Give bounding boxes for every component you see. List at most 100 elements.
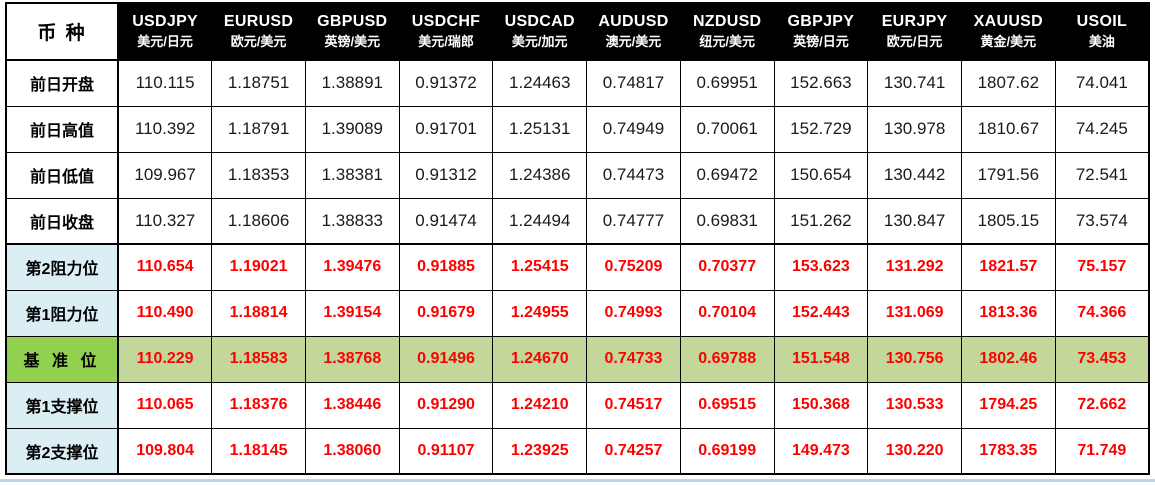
value-cell: 131.069 [867, 289, 962, 337]
value-cell: 152.729 [773, 105, 869, 153]
forex-pivot-table: 币 种 USDJPY 美元/日元 EURUSD 欧元/美元 GBPUSD 英镑/美元 USD… [5, 2, 1150, 475]
value-cell: 1.19021 [211, 243, 306, 291]
value-cell: 1807.62 [960, 59, 1056, 107]
value-cell: 72.541 [1054, 151, 1150, 199]
pair-code: EURUSD [223, 13, 294, 31]
table-row-pivot-6: 基 准 位 110.229 1.18583 1.38768 0.91496 1.24670… [5, 335, 1150, 383]
value-cell: 0.69472 [679, 151, 775, 199]
row-label: 前日高值 [5, 105, 119, 153]
column-header-gbpusd: GBPUSD 英镑/美元 [304, 2, 400, 61]
value-cell: 130.741 [867, 59, 962, 107]
value-cell: 1791.56 [960, 151, 1056, 199]
value-cell: 0.69788 [679, 335, 775, 383]
value-cell: 1.24386 [492, 151, 588, 199]
value-cell: 0.70104 [679, 289, 775, 337]
value-cell: 110.392 [117, 105, 213, 153]
window-bottom-edge [0, 479, 1155, 482]
table-row-normal-2: 前日低值 109.967 1.18353 1.38381 0.91312 1.24386 0… [5, 151, 1150, 199]
value-cell: 1.23925 [492, 427, 588, 475]
value-cell: 74.366 [1054, 289, 1150, 337]
value-cell: 0.74777 [586, 197, 681, 245]
value-cell: 110.065 [117, 381, 213, 429]
value-cell: 1.18791 [211, 105, 306, 153]
value-cell: 0.91312 [398, 151, 494, 199]
value-cell: 0.74257 [586, 427, 681, 475]
value-cell: 1.24670 [492, 335, 588, 383]
column-header-xauusd: XAUUSD 黄金/美元 [960, 2, 1056, 61]
pair-code: EURJPY [881, 13, 948, 31]
value-cell: 0.74817 [586, 59, 681, 107]
value-cell: 130.533 [867, 381, 962, 429]
value-cell: 1.18353 [211, 151, 306, 199]
value-cell: 1.24955 [492, 289, 588, 337]
column-header-audusd: AUDUSD 澳元/美元 [586, 2, 681, 61]
table-row-support-8: 第2支撑位 109.804 1.18145 1.38060 0.91107 1.23925… [5, 427, 1150, 475]
value-cell: 131.292 [867, 243, 962, 291]
value-cell: 1.18606 [211, 197, 306, 245]
value-cell: 0.91290 [398, 381, 494, 429]
value-cell: 130.220 [867, 427, 962, 475]
value-cell: 73.453 [1054, 335, 1150, 383]
value-cell: 0.91372 [398, 59, 494, 107]
value-cell: 0.91496 [398, 335, 494, 383]
value-cell: 0.74733 [586, 335, 681, 383]
value-cell: 1.18376 [211, 381, 306, 429]
column-header-eurusd: EURUSD 欧元/美元 [211, 2, 306, 61]
value-cell: 130.847 [867, 197, 962, 245]
column-header-eurjpy: EURJPY 欧元/日元 [867, 2, 962, 61]
row-label: 前日开盘 [5, 59, 119, 107]
value-cell: 1.38833 [304, 197, 400, 245]
value-cell: 0.74949 [586, 105, 681, 153]
pair-code: USDCHF [411, 13, 481, 31]
value-cell: 0.69951 [679, 59, 775, 107]
row-label: 第2支撑位 [5, 427, 119, 475]
value-cell: 0.91679 [398, 289, 494, 337]
value-cell: 1794.25 [960, 381, 1056, 429]
pair-name-cn: 美油 [1088, 34, 1115, 50]
pair-code: GBPJPY [787, 13, 855, 31]
table-row-normal-3: 前日收盘 110.327 1.18606 1.38833 0.91474 1.24494 0… [5, 197, 1150, 245]
row-label: 第2阻力位 [5, 243, 119, 291]
pair-name-cn: 澳元/美元 [605, 34, 662, 50]
column-header-nzdusd: NZDUSD 纽元/美元 [679, 2, 775, 61]
pair-name-cn: 美元/日元 [137, 34, 193, 50]
value-cell: 1.38381 [304, 151, 400, 199]
pair-code: USDCAD [504, 13, 575, 31]
value-cell: 1.24210 [492, 381, 588, 429]
column-header-usdjpy: USDJPY 美元/日元 [117, 2, 213, 61]
value-cell: 0.91474 [398, 197, 494, 245]
table-row-normal-0: 前日开盘 110.115 1.18751 1.38891 0.91372 1.24463 0… [5, 59, 1150, 107]
column-header-usoil: USOIL 美油 [1054, 2, 1150, 61]
value-cell: 151.548 [773, 335, 869, 383]
table-row-normal-1: 前日高值 110.392 1.18791 1.39089 0.91701 1.25131 0… [5, 105, 1150, 153]
value-cell: 109.967 [117, 151, 213, 199]
value-cell: 1821.57 [960, 243, 1056, 291]
value-cell: 109.804 [117, 427, 213, 475]
value-cell: 150.368 [773, 381, 869, 429]
value-cell: 0.69831 [679, 197, 775, 245]
value-cell: 1.25415 [492, 243, 588, 291]
pair-name-cn: 黄金/美元 [980, 34, 1037, 50]
value-cell: 152.663 [773, 59, 869, 107]
row-label: 第1支撑位 [5, 381, 119, 429]
pair-code: USOIL [1076, 13, 1128, 31]
value-cell: 73.574 [1054, 197, 1150, 245]
value-cell: 0.91885 [398, 243, 494, 291]
value-cell: 1.24463 [492, 59, 588, 107]
table-row-support-7: 第1支撑位 110.065 1.18376 1.38446 0.91290 1.24210… [5, 381, 1150, 429]
value-cell: 0.91107 [398, 427, 494, 475]
value-cell: 0.91701 [398, 105, 494, 153]
value-cell: 153.623 [773, 243, 869, 291]
table-row-resistance-5: 第1阻力位 110.490 1.18814 1.39154 0.91679 1.24955… [5, 289, 1150, 337]
value-cell: 130.442 [867, 151, 962, 199]
row-label: 第1阻力位 [5, 289, 119, 337]
value-cell: 1.18583 [211, 335, 306, 383]
pair-name-cn: 欧元/美元 [230, 34, 287, 50]
value-cell: 130.978 [867, 105, 962, 153]
value-cell: 1.38891 [304, 59, 400, 107]
header-row: 币 种 USDJPY 美元/日元 EURUSD 欧元/美元 GBPUSD 英镑/美元 USD… [5, 2, 1150, 61]
value-cell: 71.749 [1054, 427, 1150, 475]
row-label: 前日低值 [5, 151, 119, 199]
value-cell: 110.115 [117, 59, 213, 107]
